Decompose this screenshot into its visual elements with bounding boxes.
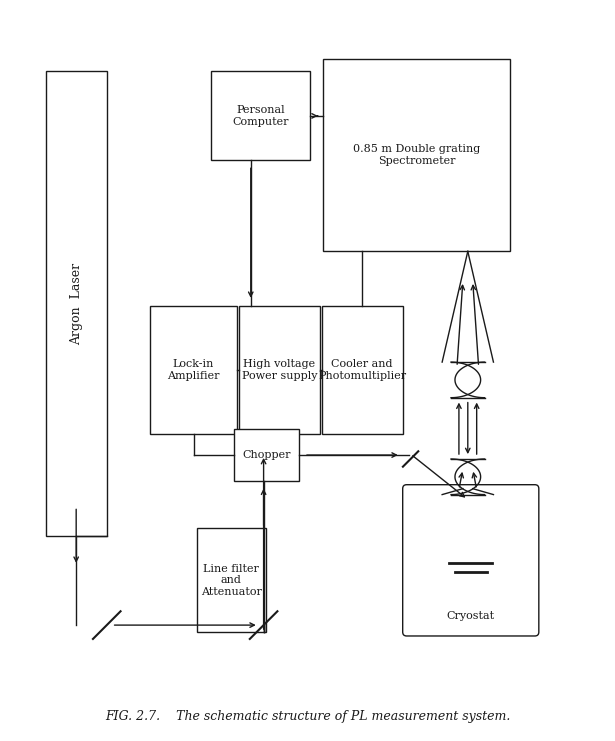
Text: High voltage
Power supply: High voltage Power supply — [242, 359, 317, 381]
Bar — [239, 306, 320, 434]
Text: Cryostat: Cryostat — [446, 611, 495, 621]
Text: Cooler and
Photomultiplier: Cooler and Photomultiplier — [318, 359, 407, 381]
Bar — [323, 59, 510, 251]
Bar — [197, 528, 266, 632]
Bar — [46, 71, 107, 536]
Text: 0.85 m Double grating
Spectrometer: 0.85 m Double grating Spectrometer — [353, 144, 480, 166]
Bar — [322, 306, 403, 434]
Bar — [212, 71, 310, 160]
Text: FIG. 2.7.    The schematic structure of PL measurement system.: FIG. 2.7. The schematic structure of PL … — [105, 710, 510, 722]
FancyBboxPatch shape — [403, 485, 539, 636]
Text: Lock-in
Amplifier: Lock-in Amplifier — [167, 359, 220, 381]
Text: Personal
Computer: Personal Computer — [232, 105, 289, 127]
Text: Chopper: Chopper — [242, 450, 291, 460]
Text: Line filter
and
Attenuator: Line filter and Attenuator — [200, 563, 261, 597]
Bar — [234, 429, 299, 481]
Text: Argon  Laser: Argon Laser — [69, 263, 82, 345]
Bar — [150, 306, 237, 434]
